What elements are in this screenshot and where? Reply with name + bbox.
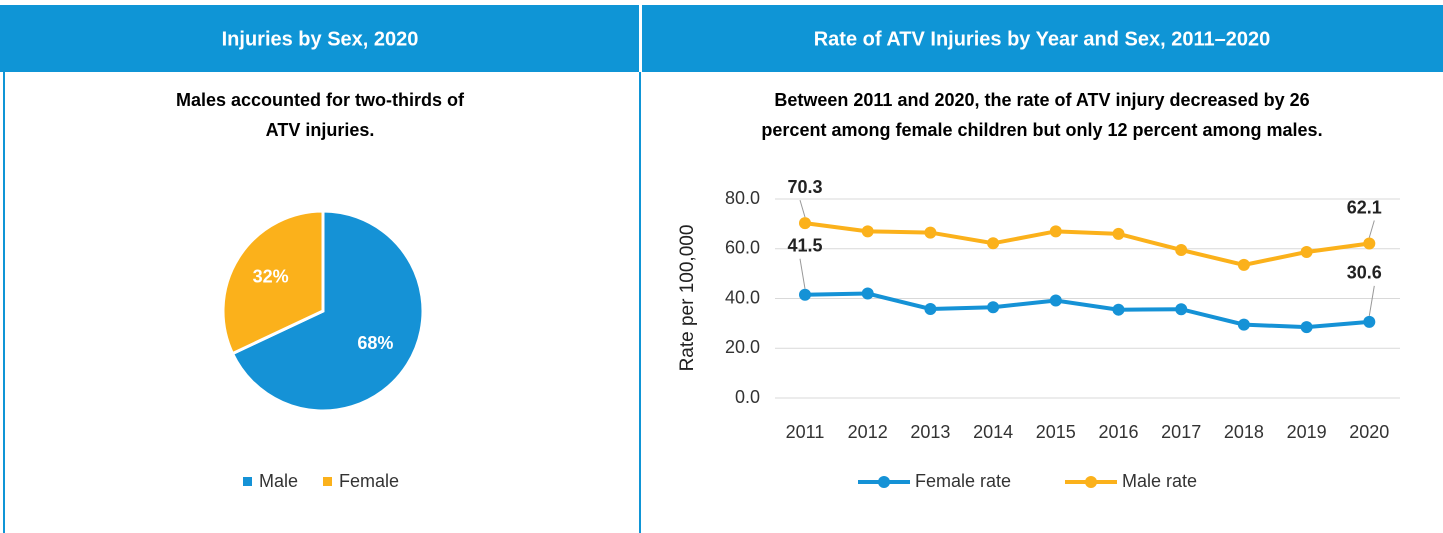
point [924,226,937,239]
x-tick-label: 2018 [1224,422,1264,442]
point [1363,315,1376,328]
data-label: 70.3 [787,177,822,197]
legend-label: Female [339,471,399,491]
legend-label: Male rate [1122,471,1197,491]
data-label: 32% [253,267,289,287]
point [1112,303,1125,316]
y-tick-label: 60.0 [725,238,760,258]
y-axis-label: Rate per 100,000 [677,225,698,372]
point [1175,303,1188,316]
x-tick-label: 2012 [848,422,888,442]
x-tick-label: 2015 [1036,422,1076,442]
x-tick-label: 2017 [1161,422,1201,442]
point [799,288,811,301]
point [1363,237,1376,250]
point [924,302,937,315]
point [799,217,811,230]
y-tick-label: 20.0 [725,337,760,357]
leader-line [1368,220,1375,238]
subtitle: percent among female children but only 1… [761,120,1322,140]
x-tick-label: 2011 [786,422,825,442]
point [1237,318,1250,331]
point [1237,258,1250,271]
header-bar [0,5,639,72]
point [1300,321,1313,334]
point [1049,225,1062,238]
data-label: 41.5 [787,236,822,256]
legend-label: Female rate [915,471,1011,491]
x-tick-label: 2013 [910,422,950,442]
data-label: 68% [357,333,393,353]
header-bar [642,5,1443,72]
x-tick-label: 2020 [1349,422,1389,442]
line [804,221,1370,267]
point [1049,294,1062,307]
line [804,291,1370,330]
data-label: 30.6 [1347,263,1382,283]
leader-line [799,199,806,218]
subtitle: Males accounted for two-thirds of [176,90,465,110]
point [987,301,1000,314]
legend-label: Male [259,471,298,491]
leader-line [799,258,806,289]
x-tick-label: 2016 [1098,422,1138,442]
subtitle: ATV injuries. [266,120,375,140]
legend-marker [1085,476,1097,488]
x-tick-label: 2019 [1287,422,1327,442]
legend-swatch [323,477,332,486]
point [861,225,874,238]
legend-marker [878,476,890,488]
y-tick-label: 0.0 [735,387,760,407]
panel-title: Rate of ATV Injuries by Year and Sex, 20… [814,28,1271,50]
y-tick-label: 40.0 [725,287,760,307]
legend-swatch [243,477,252,486]
point [987,237,1000,250]
pie-slice [221,209,325,356]
pie-slice [230,209,425,413]
subtitle: Between 2011 and 2020, the rate of ATV i… [774,90,1309,110]
data-label: 62.1 [1347,197,1382,217]
point [861,287,874,300]
panel-title: Injuries by Sex, 2020 [222,28,419,50]
point [1112,227,1125,240]
point [1300,245,1313,258]
leader-line [1368,285,1375,316]
point [1175,243,1188,256]
y-tick-label: 80.0 [725,188,760,208]
x-tick-label: 2014 [973,422,1013,442]
